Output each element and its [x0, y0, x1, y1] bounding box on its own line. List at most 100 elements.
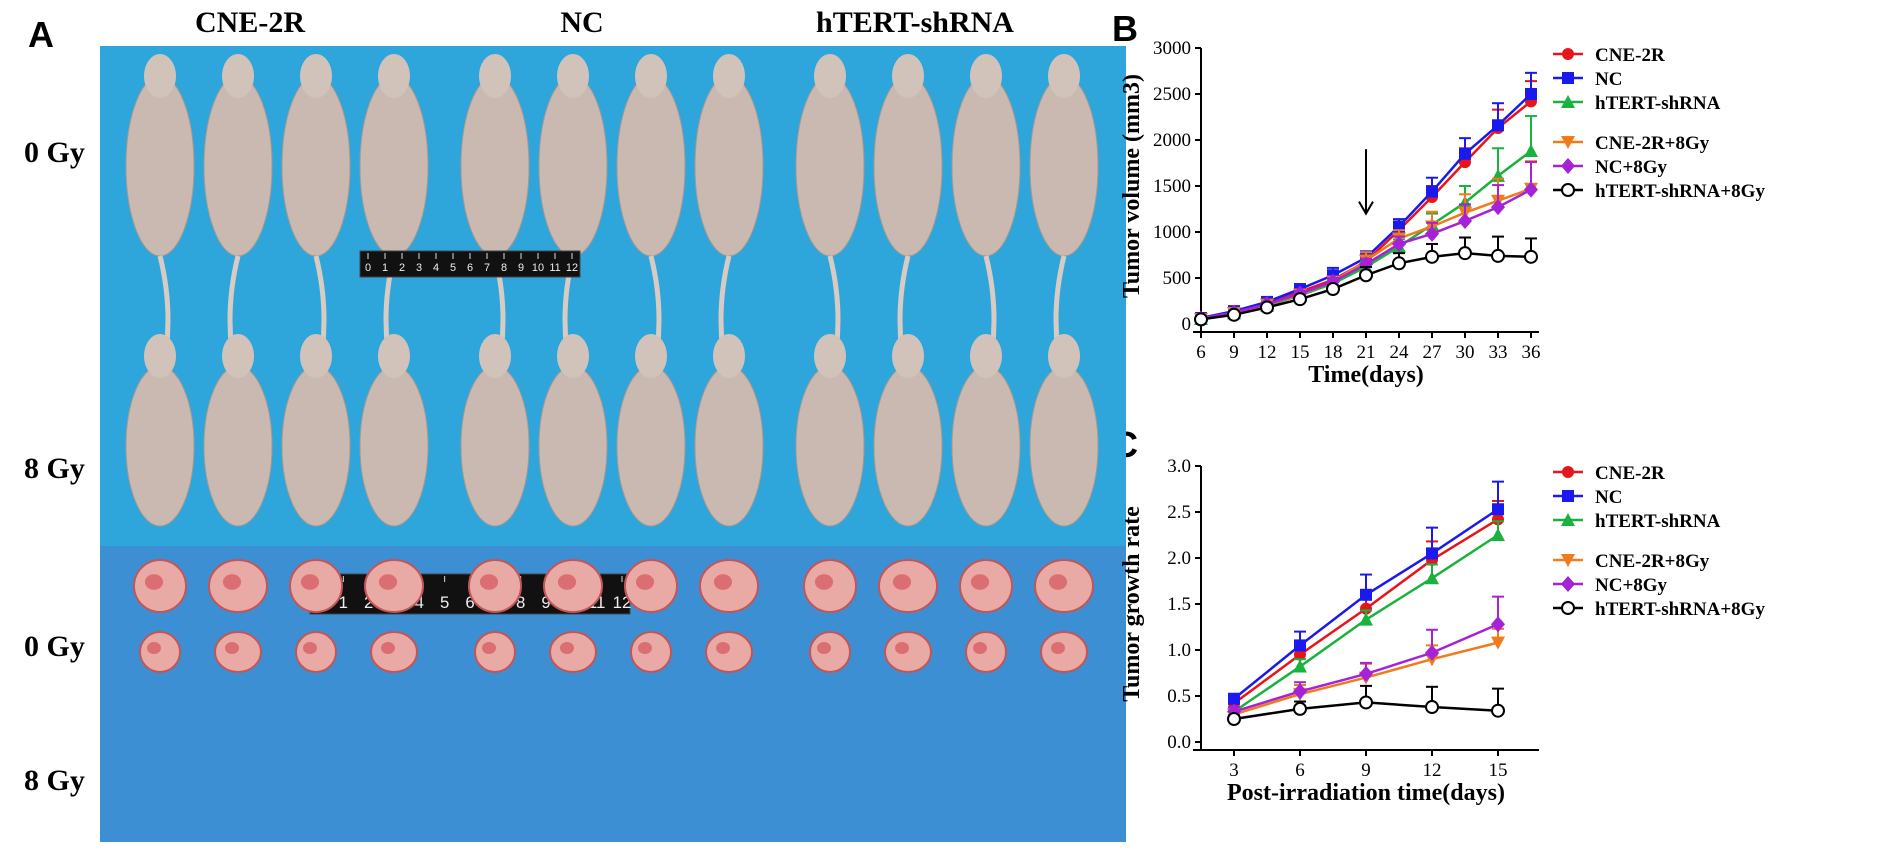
ruler-tick-label: 9 — [541, 593, 550, 612]
data-point — [1425, 644, 1439, 661]
y-tick-label: 0.5 — [1167, 686, 1191, 707]
chart-tumor-volume: 0 500 1000 1500 2000 2500 3000 6 9 12 15 18 21 24 27 30… — [1119, 38, 1765, 388]
data-point — [1524, 144, 1538, 158]
x-tick-label: 12 — [1258, 342, 1277, 363]
x-tick-label: 15 — [1291, 342, 1310, 363]
tumor-hemorrhage — [479, 574, 499, 590]
tumor-hemorrhage — [892, 574, 912, 590]
ruler-tick-label: 1 — [382, 262, 388, 274]
legend-label: NC — [1595, 487, 1622, 508]
tumor-hemorrhage — [144, 574, 164, 590]
mouse-body — [281, 365, 351, 527]
mouse-body — [538, 365, 608, 527]
ruler-tick-label: 11 — [549, 262, 560, 274]
y-tick-label: 2500 — [1153, 84, 1191, 105]
mouse-body — [694, 365, 764, 527]
mouse-body — [203, 365, 273, 527]
mouse-head — [970, 54, 1002, 98]
mouse-body — [460, 365, 530, 527]
tumor-hemorrhage — [973, 642, 987, 654]
data-point — [1294, 639, 1306, 652]
ruler-tick-label: 8 — [501, 262, 507, 274]
mouse-head — [144, 334, 176, 378]
ruler-tick-label: 4 — [433, 262, 439, 274]
x-tick-label: 36 — [1522, 342, 1541, 363]
legend-marker — [1561, 576, 1575, 592]
data-point — [1491, 616, 1505, 633]
tumor-hemorrhage — [970, 574, 990, 590]
data-point — [1492, 513, 1504, 526]
data-point — [1326, 282, 1340, 297]
mouse-head — [635, 54, 667, 98]
legend-marker — [1561, 601, 1575, 615]
tumor-hemorrhage — [895, 642, 909, 654]
mouse-body — [359, 75, 429, 257]
mouse-body — [281, 75, 351, 257]
data-point — [1458, 212, 1472, 229]
legend-marker — [1562, 466, 1574, 478]
row-label-8gy-mice: 8 Gy — [24, 452, 85, 485]
data-point — [1360, 588, 1372, 601]
data-point — [1359, 612, 1373, 626]
ruler-tick-label: 7 — [484, 262, 490, 274]
ruler-tick-label: 6 — [467, 262, 473, 274]
legend-label: NC+8Gy — [1595, 575, 1668, 596]
ruler-tick-label: 3 — [416, 262, 422, 274]
row-label-8gy-tumors: 8 Gy — [24, 764, 85, 797]
data-point — [1459, 147, 1471, 160]
data-point — [1491, 199, 1505, 216]
ruler-tick-label: 8 — [516, 593, 525, 612]
legend-label: CNE-2R+8Gy — [1595, 133, 1710, 154]
x-tick-label: 18 — [1324, 342, 1343, 363]
data-point — [1359, 665, 1373, 682]
mouse-body — [873, 75, 943, 257]
data-point — [1293, 683, 1307, 700]
row-label-0gy-tumors: 0 Gy — [24, 630, 85, 663]
y-tick-label: 0 — [1182, 314, 1192, 335]
ruler-tick-label: 4 — [415, 593, 424, 612]
mouse-head — [1048, 54, 1080, 98]
data-point — [1392, 235, 1406, 252]
tumor-hemorrhage — [814, 574, 834, 590]
legend-label: hTERT-shRNA+8Gy — [1595, 599, 1765, 620]
data-point — [1359, 256, 1373, 273]
data-point — [1458, 246, 1472, 261]
data-point — [1359, 695, 1373, 710]
tumor-hemorrhage — [303, 642, 317, 654]
series-htert-shrna-8gy — [1227, 684, 1505, 726]
legend-label: hTERT-shRNA — [1595, 511, 1721, 532]
mice-photo: 01234567891011120123456789101112 — [100, 46, 1126, 842]
tumor — [884, 631, 932, 673]
data-point — [1491, 703, 1505, 718]
x-axis-title: Post-irradiation time(days) — [1227, 780, 1505, 806]
mouse-head — [713, 54, 745, 98]
data-point — [1227, 712, 1241, 726]
series-htert-shrna-8gy — [1194, 235, 1538, 327]
data-point — [1425, 225, 1439, 242]
tumor — [705, 631, 753, 673]
mouse-body — [795, 75, 865, 257]
y-tick-label: 0.0 — [1167, 732, 1191, 753]
tumor — [139, 631, 181, 673]
series-nc — [1228, 480, 1504, 705]
x-tick-label: 27 — [1423, 342, 1442, 363]
tumor-hemorrhage — [1051, 642, 1065, 654]
y-tick-label: 500 — [1163, 268, 1192, 289]
data-point — [1426, 547, 1438, 560]
mouse-head — [557, 54, 589, 98]
tumor — [370, 631, 418, 673]
y-axis-title: Tumor growth rate — [1119, 506, 1145, 702]
mouse-head — [713, 334, 745, 378]
tumor-hemorrhage — [560, 642, 574, 654]
tumor-hemorrhage — [482, 642, 496, 654]
legend-label: CNE-2R — [1595, 45, 1665, 66]
y-tick-label: 3.0 — [1167, 456, 1191, 477]
mouse-body — [873, 365, 943, 527]
x-tick-label: 33 — [1489, 342, 1508, 363]
panel-a-label: A — [28, 14, 54, 55]
mouse-body — [359, 365, 429, 527]
tumor — [474, 631, 516, 673]
mouse-head — [970, 334, 1002, 378]
ruler-tick-label: 12 — [566, 262, 578, 274]
y-axis-title: Tumor volume (mm3) — [1119, 74, 1145, 298]
